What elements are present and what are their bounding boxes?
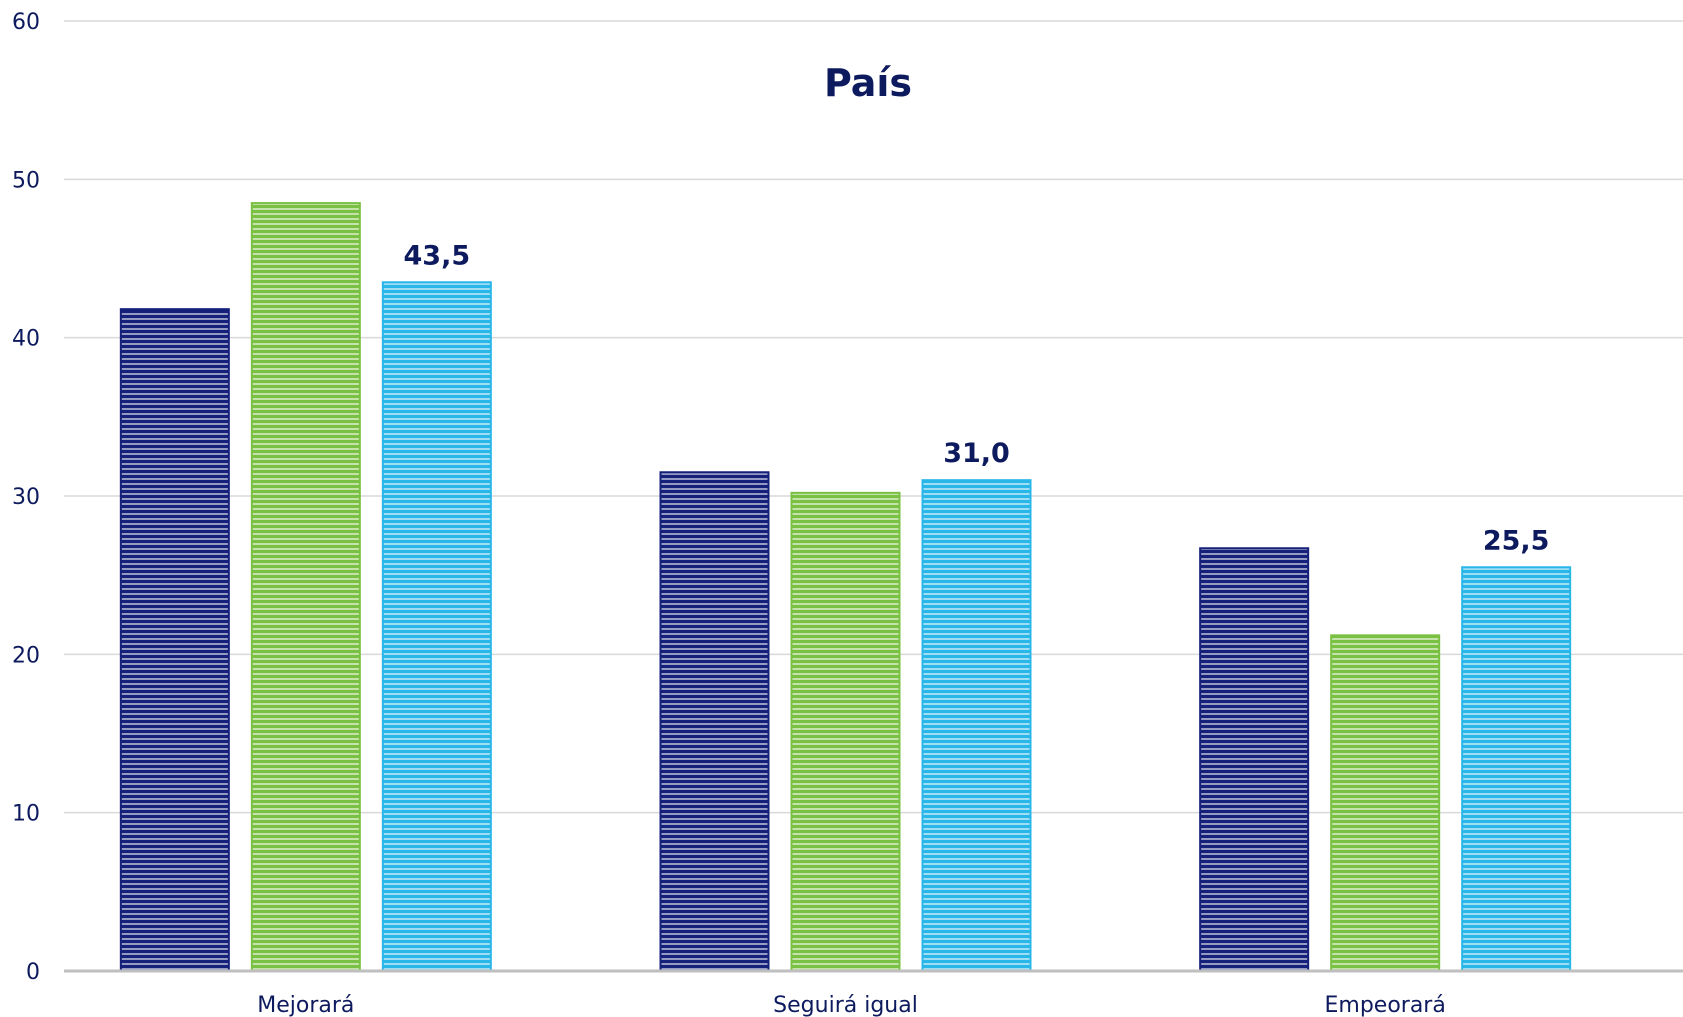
bar	[1461, 566, 1572, 972]
y-tick-label: 60	[12, 10, 40, 35]
x-tick-label: Seguirá igual	[773, 993, 918, 1017]
bar	[381, 281, 492, 972]
y-tick-label: 50	[12, 168, 40, 193]
y-tick-label: 20	[12, 643, 40, 668]
y-tick-label: 0	[26, 960, 40, 985]
x-axis: Mejorará Seguirá igual Empeorará	[64, 969, 1683, 1017]
x-tick-label: Mejorará	[257, 993, 354, 1017]
y-tick-label: 40	[12, 327, 40, 352]
data-labels: 43,5 31,0 25,5	[404, 240, 1550, 556]
data-label: 43,5	[404, 240, 471, 271]
bars	[119, 202, 1572, 973]
bar	[790, 491, 901, 972]
bar	[921, 479, 1032, 972]
y-tick-label: 30	[12, 485, 40, 510]
bar	[659, 471, 770, 972]
data-label: 31,0	[943, 438, 1010, 469]
y-axis: 0 10 20 30 40 50 60	[12, 10, 40, 985]
chart-title: País	[824, 61, 912, 105]
bar	[1199, 547, 1310, 972]
data-label: 25,5	[1483, 525, 1550, 556]
bar	[1330, 634, 1441, 972]
x-tick-label: Empeorará	[1324, 993, 1445, 1017]
bar	[250, 202, 361, 973]
bar	[119, 308, 230, 972]
y-tick-label: 10	[12, 802, 40, 827]
